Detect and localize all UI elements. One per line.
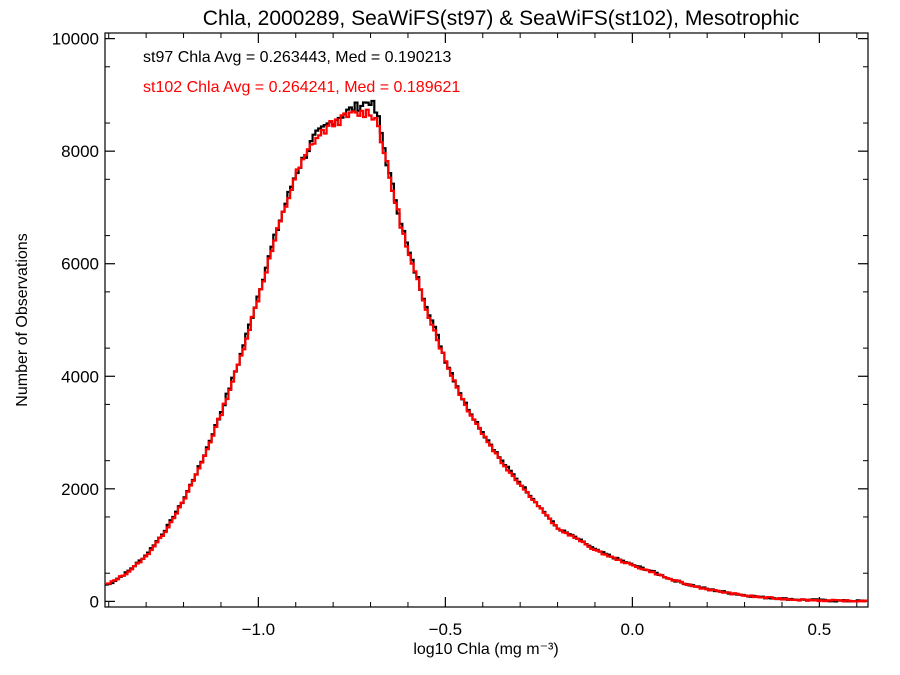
st102-stats-annotation: st102 Chla Avg = 0.264241, Med = 0.18962… <box>143 79 460 96</box>
x-tick-label: 0.0 <box>621 620 645 639</box>
x-axis-label: log10 Chla (mg m⁻³) <box>413 641 558 658</box>
x-tick-label: −1.0 <box>242 620 276 639</box>
axis-ticks: −1.0 −0.5 0.0 0.5 0 2000 4000 6000 8000 10000 <box>52 30 868 639</box>
series-st102-step-line <box>105 108 868 603</box>
series-st97-step-line <box>105 99 868 603</box>
x-tick-label: −0.5 <box>429 620 463 639</box>
y-tick-label: 4000 <box>61 367 99 386</box>
y-tick-label: 0 <box>90 592 99 611</box>
y-tick-label: 10000 <box>52 30 99 49</box>
st97-stats-annotation: st97 Chla Avg = 0.263443, Med = 0.190213 <box>143 49 451 66</box>
plot-frame <box>104 32 869 608</box>
y-axis-label: Number of Observations <box>14 233 31 406</box>
x-tick-label: 0.5 <box>808 620 832 639</box>
y-tick-label: 6000 <box>61 255 99 274</box>
chart-title: Chla, 2000289, SeaWiFS(st97) & SeaWiFS(s… <box>203 7 799 30</box>
y-tick-label: 8000 <box>61 142 99 161</box>
histogram-series <box>105 99 868 603</box>
plot-axes <box>104 32 869 608</box>
y-tick-label: 2000 <box>61 480 99 499</box>
